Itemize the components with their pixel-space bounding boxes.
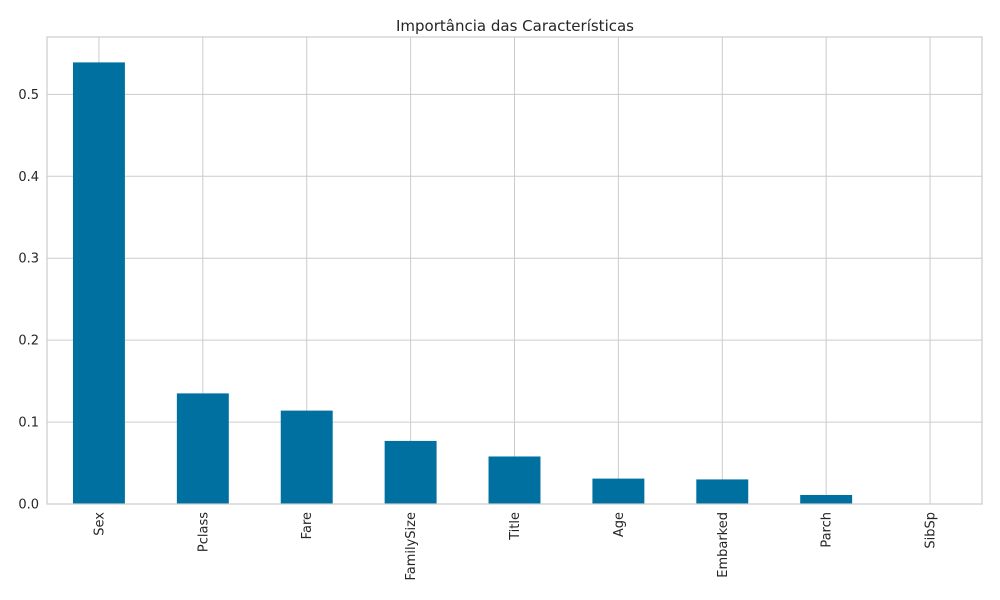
bar-title <box>488 456 541 504</box>
x-tick-label: Age <box>612 512 627 537</box>
y-tick-label: 0.1 <box>18 416 39 431</box>
plot-frame <box>46 36 983 505</box>
bar-age <box>592 478 645 504</box>
bar-pclass <box>176 393 229 504</box>
bar-familysize <box>384 440 437 504</box>
y-tick-label: 0.0 <box>18 498 39 513</box>
x-tick-label: Title <box>508 512 523 541</box>
x-tick-label: Parch <box>820 512 835 548</box>
y-tick-label: 0.2 <box>18 334 39 349</box>
bar-sex <box>72 62 125 504</box>
bar-fare <box>280 410 333 504</box>
x-tick-label: Pclass <box>196 512 211 552</box>
x-axis-ticks: Sex Pclass Fare FamilySize Title Age Embarked P… <box>92 512 938 581</box>
bars <box>72 62 853 504</box>
y-tick-label: 0.4 <box>18 170 39 185</box>
y-tick-label: 0.3 <box>18 252 39 267</box>
y-tick-label: 0.5 <box>18 88 39 103</box>
x-tick-label: FamilySize <box>404 512 419 581</box>
bar-embarked <box>696 479 749 504</box>
chart-title: Importância das Características <box>396 17 634 35</box>
x-tick-label: Embarked <box>716 512 731 578</box>
grid <box>47 37 982 505</box>
x-tick-label: SibSp <box>924 512 939 549</box>
bar-parch <box>800 494 853 504</box>
x-tick-label: Fare <box>300 512 315 539</box>
y-axis-ticks: 0.0 0.1 0.2 0.3 0.4 0.5 <box>18 88 39 513</box>
x-tick-label: Sex <box>92 512 107 536</box>
